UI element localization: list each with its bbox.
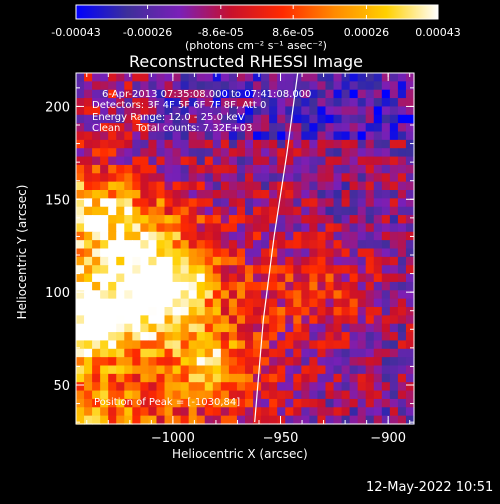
solar-limb-line <box>254 72 299 423</box>
colorbar-unit-label: (photons cm⁻² s⁻¹ asec⁻²) <box>185 39 327 52</box>
x-axis-label: Heliocentric X (arcsec) <box>172 447 308 461</box>
info-energy: Energy Range: 12.0 - 25.0 keV <box>92 112 245 123</box>
x-tick-label: −950 <box>263 431 299 446</box>
plot-frame <box>75 72 415 425</box>
y-axis-label: Heliocentric Y (arcsec) <box>15 184 29 320</box>
info-clean: Clean Total counts: 7.32E+03 <box>92 123 253 134</box>
colorbar-tick-label: -0.00043 <box>51 26 100 39</box>
colorbar-tick-label: 0.00026 <box>344 26 390 39</box>
footer-timestamp: 12-May-2022 10:51 <box>366 480 494 495</box>
x-tick-label: −1000 <box>151 431 195 446</box>
x-tick-label: −900 <box>370 431 406 446</box>
colorbar-tick-label: -0.00026 <box>123 26 172 39</box>
peak-position-label: Position of Peak = [-1030,84] <box>94 397 241 408</box>
colorbar-tick-label: 8.6e-05 <box>272 26 314 39</box>
info-detectors: Detectors: 3F 4F 5F 6F 7F 8F, Att 0 <box>92 100 267 111</box>
y-tick-label: 150 <box>45 193 70 208</box>
info-time: 6-Apr-2013 07:35:08.000 to 07:41:08.000 <box>102 89 312 100</box>
colorbar-tick-label: 0.00043 <box>415 26 461 39</box>
colorbar <box>75 4 439 20</box>
y-tick-label: 200 <box>45 100 70 115</box>
y-tick-label: 100 <box>45 286 70 301</box>
colorbar-tick-label: -8.6e-05 <box>198 26 244 39</box>
chart-title: Reconstructed RHESSI Image <box>129 52 363 71</box>
heatmap-cells <box>76 73 415 425</box>
y-tick-label: 50 <box>53 379 70 394</box>
